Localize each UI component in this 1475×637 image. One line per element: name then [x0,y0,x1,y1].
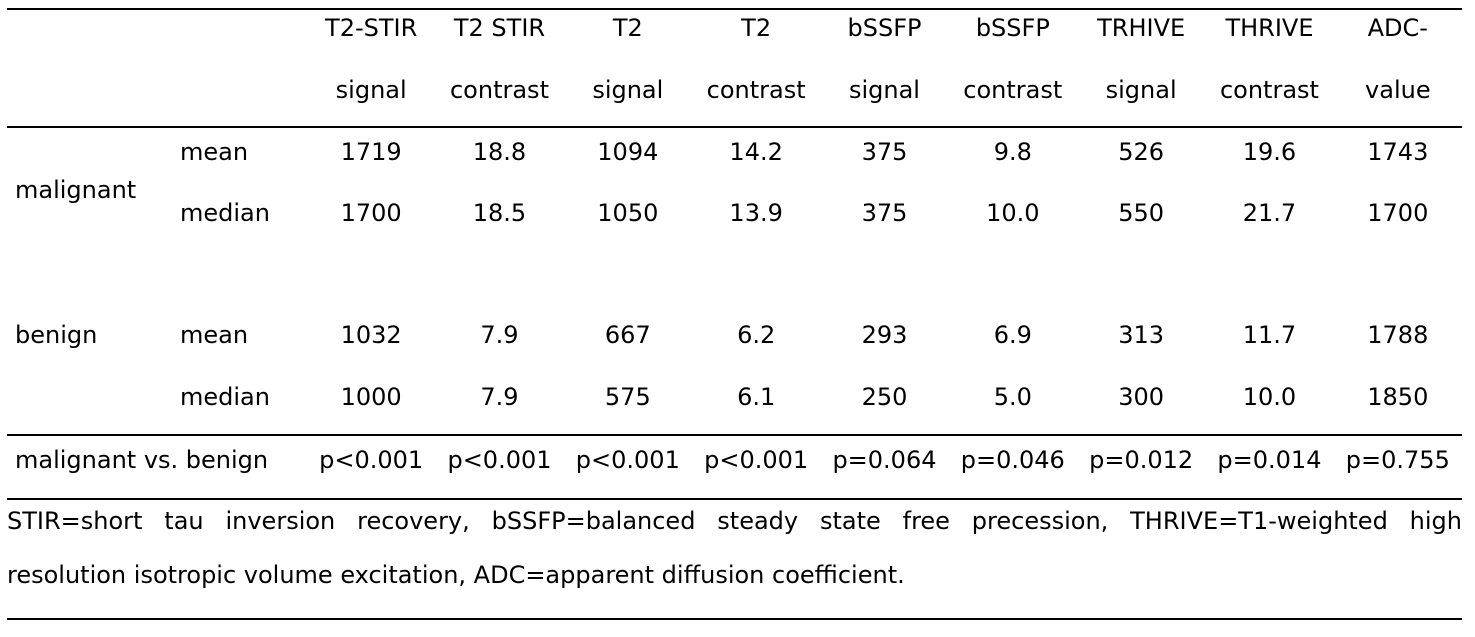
header-cell-thrive-contrast: THRIVE contrast [1205,9,1333,127]
value-cell: 1719 [340,138,402,166]
comparison-row: malignant vs. benign p<0.001 p<0.001 p<0… [7,435,1462,499]
value-cell: 526 [1118,138,1165,166]
value-cell: 6.1 [737,383,776,411]
header-cell-empty-stat [172,9,307,127]
header-cell-t2stir-signal: T2-STIR signal [307,9,435,127]
comparison-label: malignant vs. benign [15,446,269,474]
header-cell-bssfp-contrast: bSSFP contrast [949,9,1077,127]
value-cell: 375 [861,199,908,227]
header-line2: signal [848,76,920,104]
stat-label: mean [180,138,249,166]
header-line1: T2 STIR [453,14,546,42]
value-cell: 1700 [340,199,402,227]
header-line1: T2-STIR [325,14,418,42]
value-cell: 18.8 [472,138,527,166]
table-row-benign-mean: benign mean 1032 7.9 667 6.2 293 6.9 313… [7,311,1462,373]
header-line2: contrast [963,76,1063,104]
header-cell-adc-value: ADC- value [1334,9,1462,127]
header-line1: THRIVE [1225,14,1314,42]
table-header: T2-STIR signal T2 STIR contrast T2 signa… [7,9,1462,127]
p-value-cell: p<0.001 [704,446,809,474]
value-cell: 293 [861,321,908,349]
footnote-line1: STIR=short tau inversion recovery, bSSFP… [7,507,1462,535]
header-cell-thrive-signal: TRHIVE signal [1077,9,1205,127]
stat-label: median [180,383,270,411]
value-cell: 1788 [1367,321,1429,349]
header-line2: signal [592,76,664,104]
value-cell: 1094 [597,138,659,166]
group-label-malignant: malignant [15,175,137,204]
p-value-cell: p=0.755 [1345,446,1450,474]
header-line2: signal [335,76,407,104]
value-cell: 6.9 [993,321,1032,349]
value-cell: 1000 [340,383,402,411]
value-cell: 1032 [340,321,402,349]
value-cell: 250 [861,383,908,411]
value-cell: 575 [604,383,651,411]
p-value-cell: p=0.064 [832,446,937,474]
header-cell-t2-contrast: T2 contrast [692,9,820,127]
value-cell: 14.2 [729,138,783,166]
value-cell: 21.7 [1242,199,1297,227]
value-cell: 300 [1118,383,1165,411]
value-cell: 313 [1118,321,1165,349]
header-line1: ADC- [1367,14,1428,42]
header-cell-t2stir-contrast: T2 STIR contrast [435,9,563,127]
table-row-benign-median: median 1000 7.9 575 6.1 250 5.0 300 10.0… [7,373,1462,435]
table-footnote: STIR=short tau inversion recovery, bSSFP… [7,500,1462,620]
footnote-line2: resolution isotropic volume excitation, … [7,561,905,589]
header-cell-t2-signal: T2 signal [564,9,692,127]
header-line1: TRHIVE [1097,14,1186,42]
p-value-cell: p<0.001 [447,446,552,474]
value-cell: 1050 [597,199,659,227]
header-line1: bSSFP [975,14,1050,42]
header-cell-bssfp-signal: bSSFP signal [820,9,948,127]
p-value-cell: p=0.046 [960,446,1065,474]
value-cell: 550 [1118,199,1165,227]
stat-label: mean [180,321,249,349]
header-row: T2-STIR signal T2 STIR contrast T2 signa… [7,9,1462,127]
header-line2: value [1365,76,1431,104]
value-cell: 11.7 [1242,321,1297,349]
spacer-cell [7,251,1462,311]
value-cell: 19.6 [1242,138,1297,166]
stat-label: median [180,199,270,227]
group-label-benign: benign [15,321,98,349]
table-row-malignant-mean: malignant mean 1719 18.8 1094 14.2 375 9… [7,127,1462,204]
value-cell: 9.8 [993,138,1032,166]
header-line2: signal [1105,76,1177,104]
header-line2: contrast [449,76,549,104]
header-line1: bSSFP [847,14,922,42]
value-cell: 7.9 [480,383,519,411]
value-cell: 1700 [1367,199,1429,227]
spacer-row [7,251,1462,311]
header-line2: contrast [1219,76,1319,104]
p-value-cell: p=0.014 [1217,446,1322,474]
p-value-cell: p<0.001 [319,446,424,474]
value-cell: 6.2 [737,321,776,349]
value-cell: 10.0 [986,199,1040,227]
value-cell: 10.0 [1242,383,1297,411]
header-line2: contrast [706,76,806,104]
value-cell: 18.5 [472,199,527,227]
value-cell: 5.0 [993,383,1032,411]
header-line1: T2 [741,14,772,42]
value-cell: 7.9 [480,321,519,349]
value-cell: 375 [861,138,908,166]
table-row-malignant-median: median 1700 18.5 1050 13.9 375 10.0 550 … [7,189,1462,251]
header-cell-empty-group [7,9,172,127]
value-cell: 667 [604,321,651,349]
results-table: T2-STIR signal T2 STIR contrast T2 signa… [7,8,1462,500]
header-line1: T2 [612,14,643,42]
p-value-cell: p<0.001 [575,446,680,474]
value-cell: 13.9 [729,199,783,227]
value-cell: 1743 [1367,138,1429,166]
value-cell: 1850 [1367,383,1429,411]
p-value-cell: p=0.012 [1089,446,1194,474]
